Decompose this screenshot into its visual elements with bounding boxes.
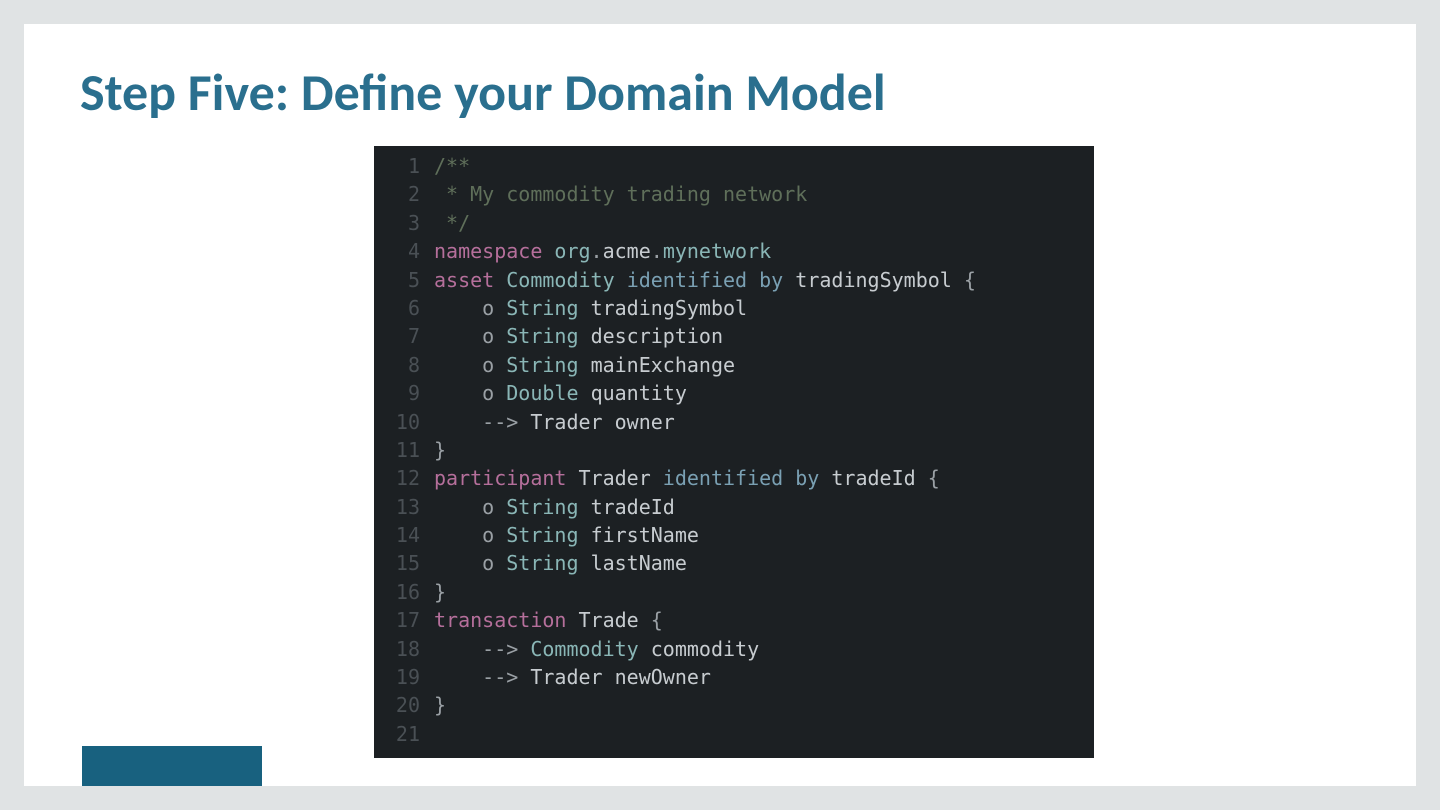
line-number: 20 xyxy=(374,691,434,719)
line-number: 6 xyxy=(374,294,434,322)
line-number: 21 xyxy=(374,720,434,748)
line-content: participant Trader identified by tradeId… xyxy=(434,464,940,492)
line-number: 15 xyxy=(374,549,434,577)
line-content: */ xyxy=(434,209,470,237)
line-number: 8 xyxy=(374,351,434,379)
code-line: 14 o String firstName xyxy=(374,521,1094,549)
line-number: 7 xyxy=(374,322,434,350)
line-content: o String description xyxy=(434,322,723,350)
line-content: o String tradeId xyxy=(434,493,675,521)
code-line: 10 --> Trader owner xyxy=(374,408,1094,436)
line-number: 19 xyxy=(374,663,434,691)
slide: Step Five: Define your Domain Model 1/**… xyxy=(24,24,1416,786)
line-content: o Double quantity xyxy=(434,379,687,407)
line-content: /** xyxy=(434,152,470,180)
code-line: 1/** xyxy=(374,152,1094,180)
line-content: * My commodity trading network xyxy=(434,180,807,208)
line-number: 2 xyxy=(374,180,434,208)
line-number: 4 xyxy=(374,237,434,265)
code-line: 15 o String lastName xyxy=(374,549,1094,577)
code-line: 21 xyxy=(374,720,1094,748)
code-line: 3 */ xyxy=(374,209,1094,237)
code-line: 11} xyxy=(374,436,1094,464)
code-line: 18 --> Commodity commodity xyxy=(374,635,1094,663)
code-line: 9 o Double quantity xyxy=(374,379,1094,407)
line-number: 14 xyxy=(374,521,434,549)
code-line: 20} xyxy=(374,691,1094,719)
line-content: } xyxy=(434,436,446,464)
line-number: 1 xyxy=(374,152,434,180)
code-line: 8 o String mainExchange xyxy=(374,351,1094,379)
line-content: o String mainExchange xyxy=(434,351,735,379)
code-line: 16} xyxy=(374,578,1094,606)
slide-title: Step Five: Define your Domain Model xyxy=(80,60,886,124)
code-line: 19 --> Trader newOwner xyxy=(374,663,1094,691)
code-line: 12participant Trader identified by trade… xyxy=(374,464,1094,492)
code-line: 4namespace org.acme.mynetwork xyxy=(374,237,1094,265)
line-content: --> Trader owner xyxy=(434,408,675,436)
line-number: 12 xyxy=(374,464,434,492)
accent-block xyxy=(82,746,262,786)
line-content: --> Commodity commodity xyxy=(434,635,759,663)
line-content: } xyxy=(434,691,446,719)
line-content: asset Commodity identified by tradingSym… xyxy=(434,266,976,294)
line-content: o String tradingSymbol xyxy=(434,294,747,322)
line-number: 9 xyxy=(374,379,434,407)
code-editor: 1/**2 * My commodity trading network3 */… xyxy=(374,146,1094,758)
line-content: o String firstName xyxy=(434,521,699,549)
line-number: 16 xyxy=(374,578,434,606)
line-number: 5 xyxy=(374,266,434,294)
line-number: 17 xyxy=(374,606,434,634)
line-content: transaction Trade { xyxy=(434,606,663,634)
line-content: --> Trader newOwner xyxy=(434,663,711,691)
code-line: 5asset Commodity identified by tradingSy… xyxy=(374,266,1094,294)
line-content: } xyxy=(434,578,446,606)
code-line: 6 o String tradingSymbol xyxy=(374,294,1094,322)
code-line: 7 o String description xyxy=(374,322,1094,350)
code-line: 2 * My commodity trading network xyxy=(374,180,1094,208)
code-line: 13 o String tradeId xyxy=(374,493,1094,521)
line-number: 3 xyxy=(374,209,434,237)
line-number: 10 xyxy=(374,408,434,436)
code-line: 17transaction Trade { xyxy=(374,606,1094,634)
line-number: 11 xyxy=(374,436,434,464)
line-content: o String lastName xyxy=(434,549,687,577)
line-number: 18 xyxy=(374,635,434,663)
line-content: namespace org.acme.mynetwork xyxy=(434,237,771,265)
line-number: 13 xyxy=(374,493,434,521)
